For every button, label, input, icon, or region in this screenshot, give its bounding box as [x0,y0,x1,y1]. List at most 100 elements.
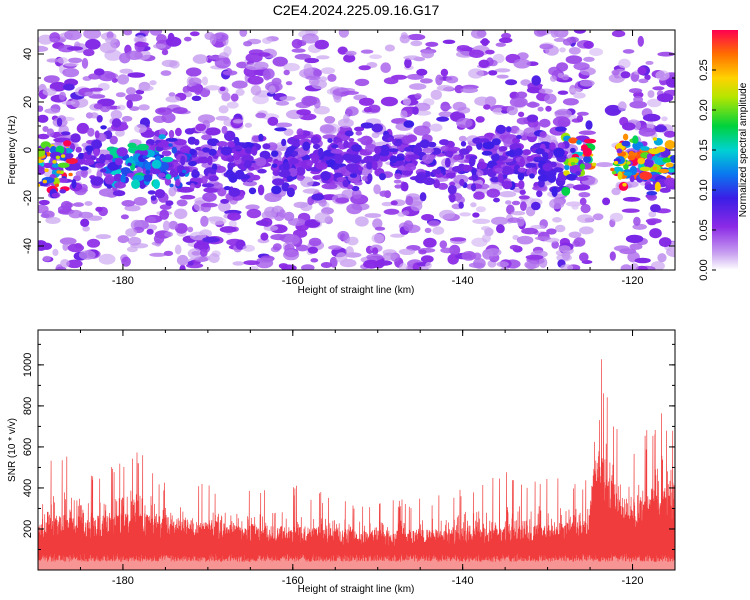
heatmap-cell [343,140,350,149]
heatmap-cell [501,165,513,176]
heatmap-cell [364,213,382,218]
heatmap-cell [38,148,46,157]
heatmap-cell [161,156,174,163]
heatmap-cell [248,187,257,195]
heatmap-cell [556,62,569,72]
heatmap-cell [293,134,307,140]
heatmap-cell [144,161,152,171]
heatmap-cell [381,201,394,207]
heatmap-cell [330,149,343,154]
heatmap-cell [331,144,339,149]
heatmap-cell [310,258,319,263]
heatmap-cell [218,105,229,114]
heatmap-cell [283,69,290,76]
heatmap-cell [610,167,615,172]
heatmap-cell [399,34,410,44]
heatmap-cell [638,78,649,84]
heatmap-cell [117,74,130,85]
heatmap-cell [304,57,320,64]
heatmap-cell [419,139,430,149]
heatmap-cell [369,54,382,59]
heatmap-cell [246,208,262,219]
heatmap-cell [335,252,348,263]
heatmap-cell [327,73,337,82]
heatmap-cell [445,172,456,178]
heatmap-cell [127,162,132,167]
heatmap-cell [111,118,122,128]
heatmap-cell [98,153,106,164]
heatmap-cell [533,156,545,161]
heatmap-cell [207,138,220,147]
heatmap-cell [365,143,377,153]
heatmap-cell [410,40,423,47]
heatmap-cell [654,181,661,192]
heatmap-cell [171,146,177,154]
heatmap-cell [314,39,329,50]
heatmap-cell [121,200,135,207]
heatmap-cell [505,200,512,205]
heatmap-cell [126,99,133,109]
heatmap-cell [449,244,461,256]
heatmap-cell [117,235,129,244]
heatmap-cell [200,248,208,257]
heatmap-cell [38,105,44,112]
heatmap-cell [189,31,200,37]
heatmap-cell [82,158,95,166]
heatmap-cell [278,263,289,269]
heatmap-cell [575,176,589,181]
heatmap-cell [49,81,67,92]
heatmap-cell [55,266,67,270]
heatmap-cell [222,70,238,76]
heatmap-cell [461,164,473,172]
heatmap-cell [275,100,289,106]
heatmap-cell [226,157,236,163]
heatmap-cell [518,195,530,200]
heatmap-cell [61,100,76,105]
heatmap-cell [121,115,133,122]
heatmap-cell [70,133,81,143]
heatmap-cell [296,166,306,176]
heatmap-cell [133,196,148,206]
heatmap-cell [252,135,260,143]
heatmap-cell [440,247,454,254]
heatmap-cell [202,236,220,243]
heatmap-cell [208,175,219,182]
heatmap-cell [273,205,282,213]
heatmap-cell [458,201,464,209]
heatmap-cell [473,191,485,200]
heatmap-cell [127,236,142,246]
heatmap-cell [244,122,252,128]
heatmap-cell [568,231,582,239]
heatmap-cell [558,245,571,253]
heatmap-cell [518,111,525,118]
spectrogram-x-tick-label: -120 [622,275,644,287]
heatmap-cell [209,169,217,175]
heatmap-cell [622,49,635,54]
heatmap-cell [272,56,288,67]
spectrogram-y-tick-label: -20 [22,190,34,206]
heatmap-cell [146,228,154,235]
colorbar-tick-label: 0.25 [698,59,710,80]
heatmap-cell [633,96,644,103]
heatmap-cell [428,220,440,227]
heatmap-cell [472,218,491,224]
heatmap-cell [573,62,590,71]
heatmap-cell [159,209,170,220]
heatmap-cell [517,167,527,173]
heatmap-cell [646,193,658,201]
heatmap-cell [422,147,434,154]
heatmap-cell [580,203,591,214]
heatmap-cell [529,173,535,179]
heatmap-cell [550,30,559,38]
heatmap-cell [459,212,471,217]
heatmap-cell [189,182,196,190]
heatmap-cell [509,244,520,250]
heatmap-cell [168,92,176,97]
heatmap-cell [146,216,157,224]
heatmap-cell [440,145,450,152]
snr-series-line [38,359,675,562]
heatmap-cell [495,68,511,73]
heatmap-cell [382,252,397,261]
heatmap-cell [650,204,661,213]
heatmap-cell [390,200,398,206]
